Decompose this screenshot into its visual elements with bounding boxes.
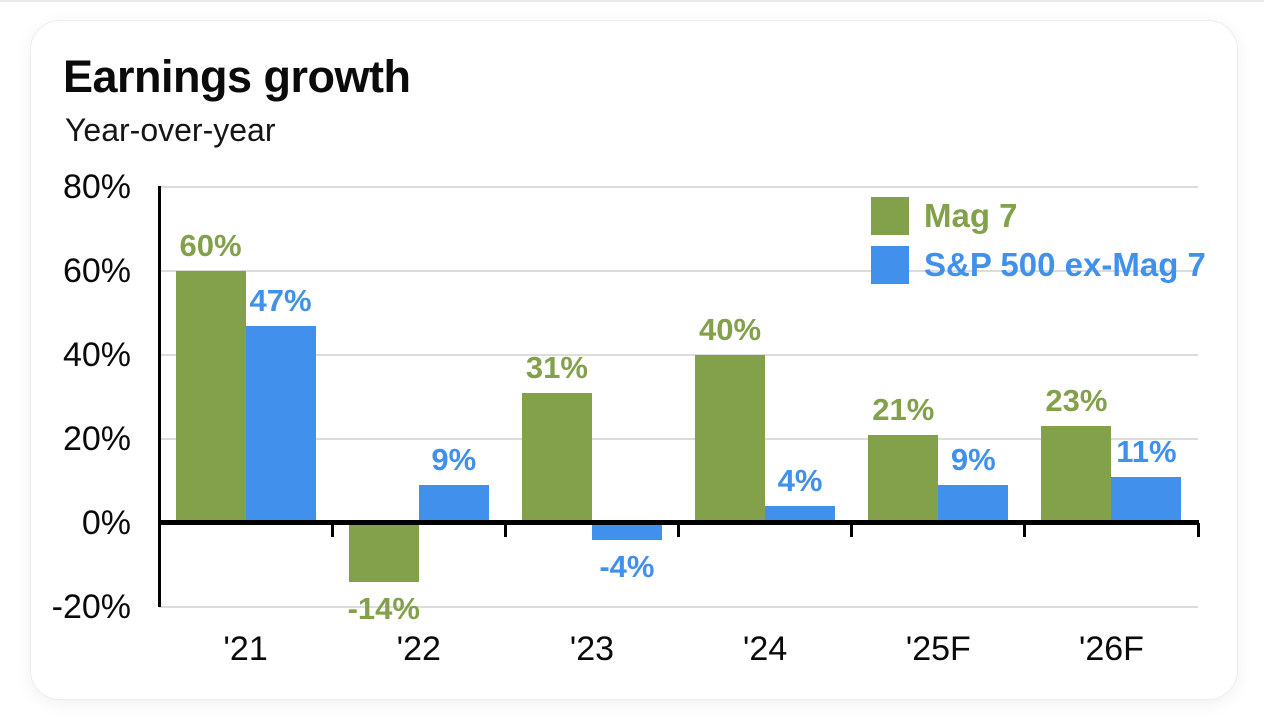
x-axis-label: '22 xyxy=(396,630,441,668)
y-tick-label: 0% xyxy=(81,504,131,542)
bar-s-p-500-ex-mag-7-25F xyxy=(938,485,1009,523)
data-label: -14% xyxy=(347,590,420,626)
x-tick-mark xyxy=(157,523,161,537)
mag7-legend-swatch xyxy=(871,197,909,235)
data-label: 60% xyxy=(179,228,242,263)
x-tick-mark xyxy=(677,523,680,537)
y-tick-label: 20% xyxy=(62,420,131,458)
y-tick-label: 80% xyxy=(62,168,131,206)
bar-chart: 80% 60% 40% 20% 0% -20% 60% 47% -14% 9% 31% -4% 40%… xyxy=(31,21,1237,699)
y-tick-label: 60% xyxy=(62,252,131,290)
sp500-ex-mag7-legend-swatch xyxy=(871,246,909,284)
zero-axis-line xyxy=(158,520,1199,525)
data-label: 9% xyxy=(431,442,477,478)
chart-subtitle: Year-over-year xyxy=(65,112,276,148)
chart-card: Earnings growth Year-over-year 80% 60% 40%… xyxy=(30,20,1238,700)
data-label: 31% xyxy=(525,349,588,385)
bar-s-p-500-ex-mag-7-22 xyxy=(418,485,489,523)
sp500-ex-mag7-legend-label: S&P 500 ex-Mag 7 xyxy=(924,246,1206,283)
data-label: 23% xyxy=(1045,383,1108,419)
gridline-60 xyxy=(159,270,1198,272)
mag7-legend-label: Mag 7 xyxy=(924,197,1018,234)
legend-item-sp500-ex-mag7: S&P 500 ex-Mag 7 xyxy=(871,246,1206,284)
gridline--20 xyxy=(159,606,1198,608)
gridline-20 xyxy=(159,438,1198,440)
x-axis-label: '24 xyxy=(742,630,788,668)
x-axis-label: '23 xyxy=(569,630,615,668)
x-axis-label: '25F xyxy=(905,630,971,668)
gridline-40 xyxy=(159,354,1198,356)
bar-s-p-500-ex-mag-7-24 xyxy=(765,506,836,523)
y-tick-label: -20% xyxy=(51,588,131,626)
y-axis-line xyxy=(158,186,161,607)
x-tick-mark xyxy=(850,523,854,537)
data-label: 47% xyxy=(249,282,312,318)
y-tick-label: 40% xyxy=(62,336,131,374)
bar-s-p-500-ex-mag-7-23 xyxy=(591,523,662,540)
bar-mag-7-25F xyxy=(868,434,939,523)
bar-s-p-500-ex-mag-7-26F xyxy=(1111,476,1182,523)
gridline-80 xyxy=(159,186,1198,188)
bar-mag-7-24 xyxy=(695,355,766,523)
legend: Mag 7 S&P 500 ex-Mag 7 xyxy=(871,197,1206,284)
bar-mag-7-21 xyxy=(175,271,246,523)
bar-mag-7-26F xyxy=(1041,426,1112,523)
x-tick-mark xyxy=(330,523,334,537)
top-edge-divider xyxy=(0,0,1264,2)
data-label: 11% xyxy=(1116,433,1177,469)
x-tick-mark xyxy=(1023,523,1027,537)
bar-mag-7-22 xyxy=(348,523,419,582)
x-tick-mark xyxy=(503,523,507,537)
x-axis-label: '21 xyxy=(223,630,268,668)
data-label: 9% xyxy=(950,442,996,478)
bar-s-p-500-ex-mag-7-21 xyxy=(245,325,316,523)
bar-mag-7-23 xyxy=(521,392,592,523)
chart-title: Earnings growth xyxy=(63,51,411,102)
data-label: 4% xyxy=(777,463,823,499)
x-axis-label: '26F xyxy=(1078,630,1144,668)
data-label: 21% xyxy=(872,391,935,427)
data-label: -4% xyxy=(599,548,655,584)
legend-item-mag7: Mag 7 xyxy=(871,197,1206,235)
x-tick-mark xyxy=(1196,523,1200,537)
data-label: 40% xyxy=(699,312,762,347)
